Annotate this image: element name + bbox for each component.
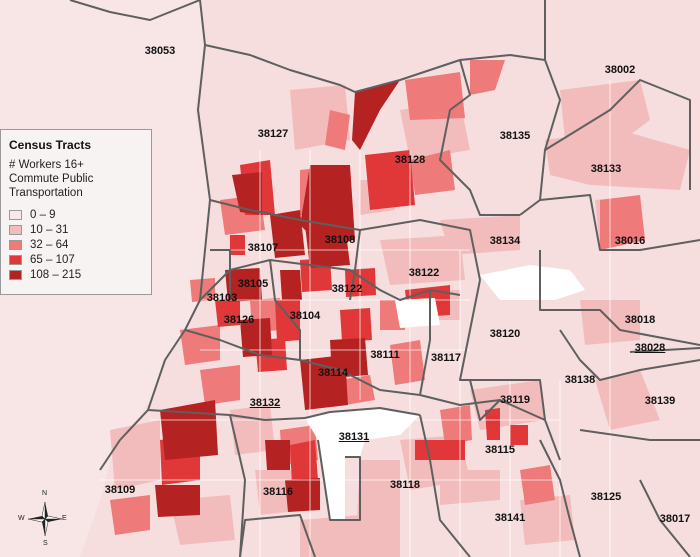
zip-label: 38127 [257, 128, 289, 140]
zip-label: 38128 [394, 154, 426, 166]
zip-label: 38116 [263, 486, 293, 498]
tract-lines [100, 80, 611, 557]
class-108-215-tracts [155, 80, 400, 517]
zip-label: 38134 [489, 235, 521, 247]
legend-subtitle-line: Commute Public [9, 173, 94, 185]
zip-label: 38139 [644, 395, 676, 407]
zip-label: 38028 [634, 342, 666, 354]
zip-label: 38126 [223, 314, 255, 326]
legend-label: 32 – 64 [30, 238, 69, 251]
legend-subtitle-line: # Workers 16+ [9, 159, 84, 171]
zip-label: 38118 [390, 479, 420, 491]
legend-entry: 0 – 9 [9, 208, 141, 221]
zip-label: 38107 [247, 242, 279, 254]
compass-n: N [42, 490, 48, 497]
zip-boundaries [69, 0, 700, 557]
zip-label: 38135 [499, 130, 531, 142]
legend-label: 0 – 9 [30, 208, 56, 221]
legend-entry: 10 – 31 [9, 223, 141, 236]
legend-entry: 32 – 64 [9, 238, 141, 251]
legend-entry: 65 – 107 [9, 253, 141, 266]
legend-swatch [9, 209, 22, 220]
zip-label: 38108 [324, 234, 356, 246]
zip-label: 38114 [318, 367, 348, 379]
legend-title: Census Tracts [9, 138, 92, 152]
zip-label: 38132 [249, 397, 281, 409]
zip-label: 38117 [431, 352, 461, 364]
zip-label: 38104 [289, 310, 321, 322]
zip-label: 38131 [338, 431, 370, 443]
legend-swatch [9, 269, 22, 280]
zip-label: 38103 [206, 292, 238, 304]
legend-entry: 108 – 215 [9, 268, 141, 281]
compass-star-icon [27, 501, 63, 537]
zip-label: 38109 [104, 484, 136, 496]
zip-label: 38017 [659, 513, 691, 525]
zip-label: 38122 [408, 267, 440, 279]
compass-s: S [43, 540, 48, 547]
zip-label: 38105 [237, 278, 269, 290]
legend-label: 10 – 31 [30, 223, 69, 236]
class-10-31-tracts [110, 80, 690, 557]
zip-label: 38111 [370, 349, 400, 361]
zip-label: 38122 [331, 283, 363, 295]
zip-label: 38133 [590, 163, 622, 175]
legend-label: 65 – 107 [30, 253, 75, 266]
zip-label: 38119 [500, 394, 530, 406]
legend-swatch [9, 254, 22, 265]
zip-label: 38018 [624, 314, 656, 326]
legend-label: 108 – 215 [30, 268, 82, 281]
zip-label: 38125 [590, 491, 622, 503]
zip-label: 38053 [144, 45, 176, 57]
zip-label: 38016 [614, 235, 646, 247]
compass-w: W [18, 515, 25, 522]
compass-e: E [62, 515, 67, 522]
zip-label: 38138 [564, 374, 596, 386]
legend-swatch [9, 239, 22, 250]
zip-label: 38115 [485, 444, 515, 456]
zip-label: 38002 [604, 64, 636, 76]
zip-label: 38141 [494, 512, 526, 524]
white-areas [305, 265, 585, 520]
legend-subtitle-line: Transportation [9, 187, 83, 199]
zip-label: 38120 [489, 328, 521, 340]
legend-swatch [9, 224, 22, 235]
compass-rose-icon: N S E W [18, 490, 68, 547]
legend: Census Tracts # Workers 16+ Commute Publ… [0, 129, 152, 295]
legend-subtitle: # Workers 16+ Commute Public Transportat… [9, 158, 141, 200]
